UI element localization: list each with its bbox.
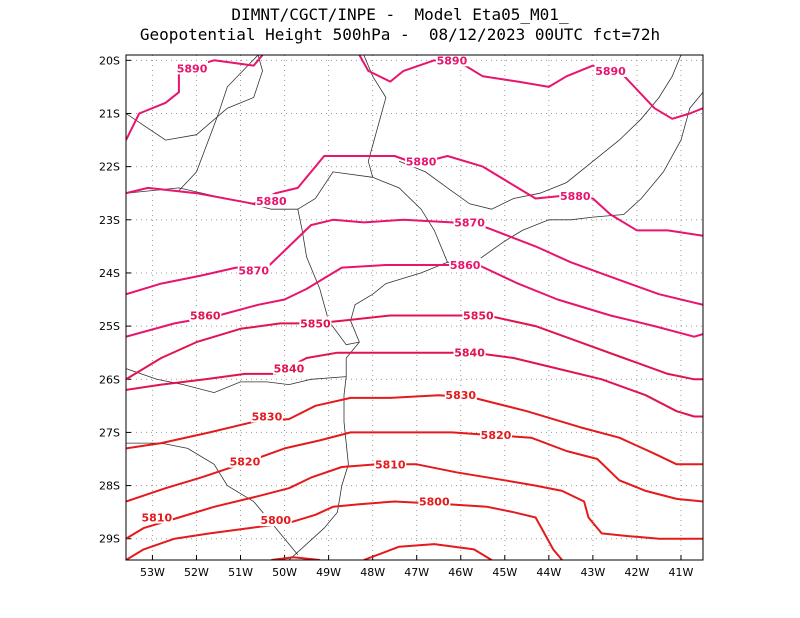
gridlines bbox=[126, 55, 703, 560]
contour-label: 5830 bbox=[252, 410, 283, 423]
contour-label-bg bbox=[374, 457, 407, 471]
lat-tick-label: 28S bbox=[99, 480, 120, 493]
contour-label: 5850 bbox=[463, 309, 494, 322]
contour-5790 bbox=[363, 543, 493, 560]
boundary-line bbox=[178, 55, 259, 191]
contour-label: 5820 bbox=[481, 429, 512, 442]
lon-tick-label: 52W bbox=[184, 566, 209, 579]
lon-tick-label: 49W bbox=[316, 566, 341, 579]
contour-5840 bbox=[126, 351, 703, 418]
contour-label-bg bbox=[444, 388, 477, 402]
map-title-line-1: DIMNT/CGCT/INPE - Model Eta05_M01_ bbox=[231, 5, 569, 24]
lat-tick-label: 25S bbox=[99, 320, 120, 333]
lon-tick-label: 46W bbox=[448, 566, 473, 579]
contour-labels: 5890 5890 5890 5880 5880 5880 5870 5870 5860 5860… bbox=[140, 53, 627, 527]
lat-tick-label: 23S bbox=[99, 214, 120, 227]
contour-5860 bbox=[126, 264, 703, 338]
contour-label: 5870 bbox=[454, 216, 485, 229]
longitude-axis: 53W 52W 51W 50W 49W 48W 47W 46W 45W 44W 43W 42W 41W bbox=[140, 566, 694, 579]
contour-label-bg bbox=[479, 428, 512, 442]
contour-label-bg bbox=[594, 63, 627, 77]
lon-tick-label: 42W bbox=[624, 566, 649, 579]
contour-5820 bbox=[126, 431, 703, 503]
contour-label-bg bbox=[259, 513, 292, 527]
contour-label: 5880 bbox=[256, 195, 287, 208]
latitude-axis: 20S 21S 22S 23S 24S 25S 26S 27S 28S 29S bbox=[99, 54, 120, 545]
contour-label-bg bbox=[189, 308, 222, 322]
boundary-line bbox=[126, 55, 263, 141]
contour-label-bg bbox=[449, 257, 482, 271]
lon-tick-label: 53W bbox=[140, 566, 165, 579]
lat-tick-label: 21S bbox=[99, 107, 120, 120]
lat-tick-label: 29S bbox=[99, 533, 120, 546]
contour-label: 5880 bbox=[406, 155, 437, 168]
contour-label: 5890 bbox=[437, 54, 468, 67]
lat-tick-label: 20S bbox=[99, 54, 120, 67]
contour-label-bg bbox=[453, 215, 486, 229]
contour-label: 5880 bbox=[560, 190, 591, 203]
contour-label: 5860 bbox=[450, 259, 481, 272]
contour-5830 bbox=[126, 394, 703, 466]
lon-tick-label: 43W bbox=[580, 566, 605, 579]
contour-5890 bbox=[126, 55, 264, 141]
contour-label-bg bbox=[228, 454, 261, 468]
boundary-line bbox=[126, 368, 347, 394]
boundary-line bbox=[126, 442, 299, 555]
contour-label: 5890 bbox=[595, 65, 626, 78]
boundary-line bbox=[288, 341, 360, 560]
lat-tick-label: 26S bbox=[99, 373, 120, 386]
contour-label-bg bbox=[453, 345, 486, 359]
contour-5810 bbox=[126, 463, 703, 540]
contour-lines bbox=[126, 55, 703, 560]
contour-label: 5800 bbox=[260, 514, 291, 527]
contour-label: 5860 bbox=[190, 309, 221, 322]
lat-tick-label: 24S bbox=[99, 267, 120, 280]
lat-tick-label: 27S bbox=[99, 426, 120, 439]
contour-5790 bbox=[271, 556, 320, 560]
contour-label: 5810 bbox=[375, 458, 406, 471]
lon-tick-label: 44W bbox=[536, 566, 561, 579]
lon-tick-label: 50W bbox=[272, 566, 297, 579]
contour-label-bg bbox=[272, 361, 305, 375]
contour-label-bg bbox=[462, 308, 495, 322]
contour-label: 5890 bbox=[177, 62, 208, 75]
contour-label: 5840 bbox=[454, 347, 485, 360]
contour-5890 bbox=[358, 55, 703, 120]
lon-tick-label: 47W bbox=[404, 566, 429, 579]
contour-label-bg bbox=[418, 494, 451, 508]
political-boundaries bbox=[126, 55, 703, 560]
contour-label: 5840 bbox=[274, 363, 305, 376]
lat-tick-label: 22S bbox=[99, 161, 120, 174]
lon-tick-label: 45W bbox=[492, 566, 517, 579]
contour-5870 bbox=[126, 218, 703, 306]
lon-tick-label: 48W bbox=[360, 566, 385, 579]
contour-label: 5830 bbox=[445, 389, 476, 402]
contour-label-bg bbox=[176, 61, 209, 75]
contour-label-bg bbox=[255, 194, 288, 208]
contour-label-bg bbox=[299, 316, 332, 330]
boundary-line bbox=[350, 91, 703, 343]
contour-label: 5820 bbox=[230, 456, 261, 469]
plot-frame bbox=[125, 54, 704, 561]
contour-label-bg bbox=[559, 188, 592, 202]
lon-tick-label: 41W bbox=[669, 566, 694, 579]
contour-label-bg bbox=[435, 53, 468, 67]
contour-label-bg bbox=[250, 409, 283, 423]
contour-label: 5810 bbox=[142, 511, 173, 524]
contour-label-bg bbox=[405, 154, 438, 168]
contour-label-bg bbox=[140, 510, 173, 524]
map-title-line-2: Geopotential Height 500hPa - 08/12/2023 … bbox=[139, 25, 661, 44]
contour-5850 bbox=[126, 314, 703, 381]
boundary-line bbox=[297, 171, 448, 263]
contour-label: 5850 bbox=[300, 317, 331, 330]
contour-label-bg bbox=[237, 263, 270, 277]
contour-5800 bbox=[126, 500, 563, 560]
boundary-line bbox=[398, 55, 682, 210]
contour-label: 5870 bbox=[238, 264, 269, 277]
lon-tick-label: 51W bbox=[228, 566, 253, 579]
contour-label: 5800 bbox=[419, 496, 450, 509]
